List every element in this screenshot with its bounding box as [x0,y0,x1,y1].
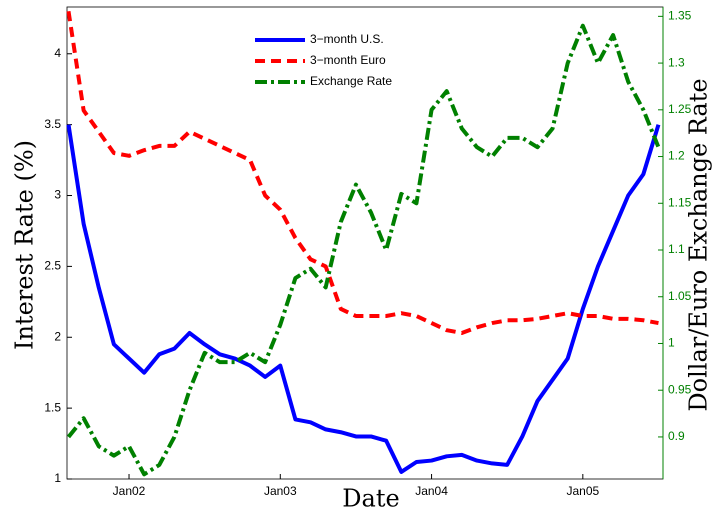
y-tick-label: 1.5 [44,400,61,414]
x-axis-label: Date [342,485,399,513]
y-axis-label: Interest Rate (%) [11,140,39,350]
y2-tick-label: 1.1 [668,242,685,256]
legend-label: 3−month Euro [310,53,386,67]
y2-tick-label: 0.9 [668,429,685,443]
y2-tick-label: 1.15 [668,195,692,209]
y-tick-label: 2.5 [44,259,61,273]
y-tick-label: 1 [54,471,61,485]
series-line [66,10,659,336]
x-tick-label: Jan04 [415,484,448,498]
y-tick-label: 3 [54,188,61,202]
y2-tick-label: 1.3 [668,55,685,69]
x-tick-label: Jan05 [566,484,599,498]
y2-tick-label: 1.25 [668,102,692,116]
y-tick-label: 3.5 [44,117,61,131]
y2-tick-label: 1.05 [668,289,692,303]
x-tick-label: Jan03 [264,484,297,498]
y-tick-label: 4 [54,46,61,60]
x-tick-label: Jan02 [113,484,146,498]
series-line [66,124,661,474]
y2-tick-label: 1.2 [668,149,685,163]
y2-tick-label: 1.35 [668,9,692,23]
y2-tick-label: 1 [668,336,675,350]
y2-axis-label: Dollar/Euro Exchange Rate [685,78,713,411]
legend-label: 3−month U.S. [310,32,384,46]
y2-tick-label: 0.95 [668,382,692,396]
y-tick-label: 2 [54,329,61,343]
legend-label: Exchange Rate [310,74,392,88]
series-line [66,23,661,477]
